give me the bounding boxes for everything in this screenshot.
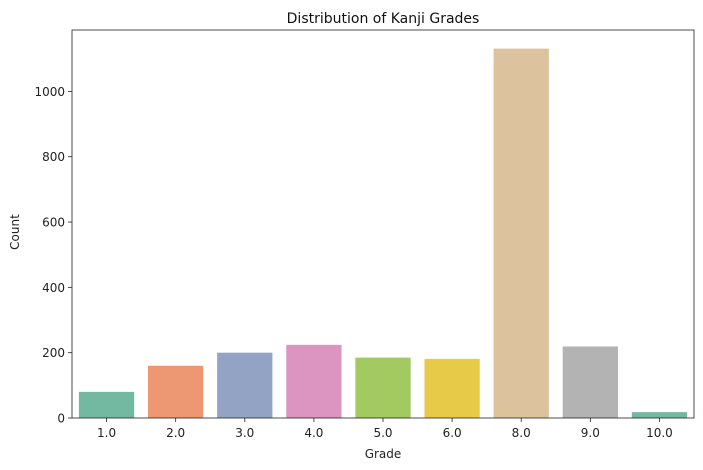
bar-9.0 <box>562 346 618 418</box>
y-tick-label: 400 <box>42 281 65 295</box>
bar-1.0 <box>78 391 135 418</box>
x-tick-label: 1.0 <box>97 426 116 440</box>
bar-5.0 <box>355 357 411 418</box>
x-axis-label: Grade <box>365 447 402 461</box>
bar-6.0 <box>424 358 480 418</box>
bar-10.0 <box>631 412 688 418</box>
y-tick-label: 800 <box>42 150 65 164</box>
bar-4.0 <box>286 344 342 418</box>
bar-8.0 <box>493 48 549 419</box>
x-tick-label: 10.0 <box>646 426 673 440</box>
x-tick-label: 5.0 <box>373 426 392 440</box>
y-axis-label: Count <box>8 214 22 250</box>
bar-2.0 <box>148 365 204 418</box>
y-tick-label: 1000 <box>34 85 65 99</box>
y-tick-label: 600 <box>42 216 65 230</box>
x-tick-label: 2.0 <box>166 426 185 440</box>
x-tick-label: 3.0 <box>235 426 254 440</box>
bar-3.0 <box>217 352 273 418</box>
y-tick-label: 200 <box>42 346 65 360</box>
x-tick-label: 6.0 <box>443 426 462 440</box>
y-tick-label: 0 <box>57 412 65 426</box>
x-tick-label: 4.0 <box>304 426 323 440</box>
chart-title: Distribution of Kanji Grades <box>287 11 480 27</box>
plot-area: 1.0 2.0 3.0 4.0 5.0 6.0 8.0 9.0 10.0 0 200 400 600 80… <box>34 29 695 440</box>
x-tick-label: 8.0 <box>512 426 531 440</box>
x-tick-label: 9.0 <box>581 426 600 440</box>
